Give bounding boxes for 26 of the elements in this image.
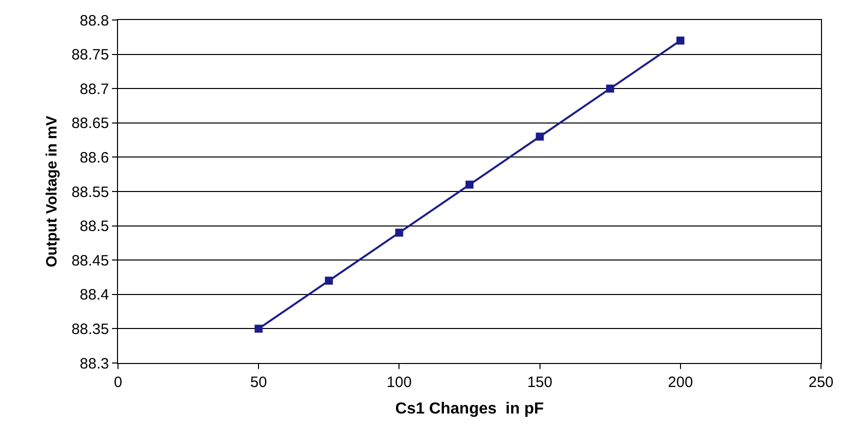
- y-tick-label: 88.7: [80, 80, 109, 98]
- y-tick-label: 88.5: [80, 218, 109, 236]
- y-tick-label: 88.3: [80, 355, 109, 372]
- y-tick-label: 88.55: [71, 184, 109, 201]
- x-tick-label: 100: [386, 374, 412, 391]
- x-tick-label: 0: [114, 374, 122, 391]
- point: [676, 36, 684, 45]
- point: [606, 84, 614, 93]
- point: [254, 324, 263, 333]
- x-tick-label: 50: [250, 374, 267, 391]
- y-tick-label: 88.75: [71, 46, 109, 64]
- x-tick-label: 150: [527, 374, 552, 391]
- y-tick-label: 88.35: [71, 320, 109, 338]
- point: [466, 180, 474, 189]
- y-axis-title: Output Voltage in mV: [44, 116, 61, 268]
- point: [395, 228, 404, 237]
- y-tick-label: 88.8: [80, 12, 109, 30]
- y-tick-label: 88.4: [80, 286, 109, 304]
- y-tick-label: 88.6: [80, 149, 109, 166]
- x-axis-title: Cs1 Changes in pF: [395, 400, 544, 418]
- x-tick-label: 250: [808, 374, 834, 391]
- y-tick-label: 88.65: [71, 115, 109, 132]
- point: [324, 276, 333, 285]
- y-tick-label: 88.45: [71, 252, 109, 270]
- x-tick-label: 200: [668, 374, 693, 391]
- point: [536, 132, 544, 141]
